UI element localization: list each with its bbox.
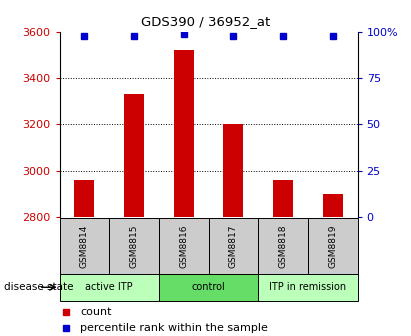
Text: GSM8817: GSM8817 — [229, 224, 238, 268]
Bar — [159, 218, 208, 274]
Bar — [124, 94, 144, 217]
Bar — [174, 50, 194, 217]
Text: ITP in remission: ITP in remission — [269, 282, 346, 292]
Bar — [159, 274, 258, 301]
Text: GDS390 / 36952_at: GDS390 / 36952_at — [141, 15, 270, 28]
Bar — [258, 218, 308, 274]
Bar — [323, 194, 343, 217]
Text: active ITP: active ITP — [85, 282, 133, 292]
Text: count: count — [81, 307, 112, 317]
Text: control: control — [192, 282, 226, 292]
Text: disease state: disease state — [4, 282, 74, 292]
Bar — [74, 180, 95, 217]
Text: percentile rank within the sample: percentile rank within the sample — [81, 323, 268, 333]
Bar — [208, 218, 258, 274]
Text: GSM8814: GSM8814 — [80, 224, 89, 268]
Bar — [224, 124, 243, 217]
Text: GSM8818: GSM8818 — [279, 224, 288, 268]
Text: GSM8815: GSM8815 — [129, 224, 139, 268]
Bar — [308, 218, 358, 274]
Bar — [60, 218, 109, 274]
Bar — [273, 180, 293, 217]
Bar — [109, 218, 159, 274]
Bar — [258, 274, 358, 301]
Bar — [60, 274, 159, 301]
Text: GSM8819: GSM8819 — [328, 224, 337, 268]
Text: GSM8816: GSM8816 — [179, 224, 188, 268]
